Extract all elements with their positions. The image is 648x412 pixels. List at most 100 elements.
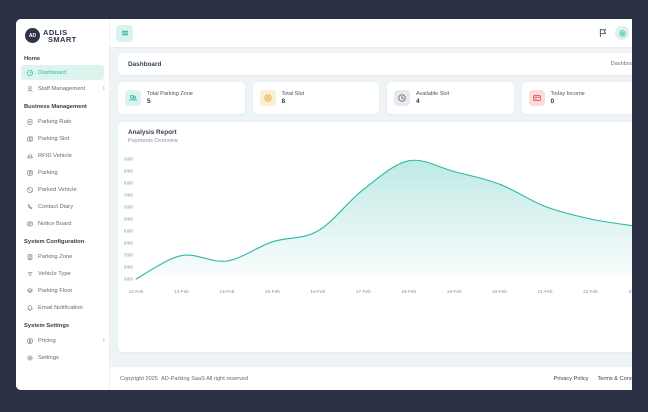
sidebar-item-label: Contact Diary [38,203,74,210]
sidebar-item-parking[interactable]: Parking [16,164,109,181]
svg-text:9000: 9000 [124,229,133,234]
svg-text:15000: 15000 [124,157,133,162]
parking-zone-icon [27,253,33,260]
parked-vehicle-icon [27,186,33,193]
brand-logo-icon: AD [25,28,40,43]
stat-card-total-parking-zone: Total Parking Zone 5 [118,82,245,114]
payments-area-chart: 15000 14000 13000 12000 11000 10000 9000 8000 70… [124,147,642,299]
sidebar-item-parking-slot[interactable]: Parking Slot [16,130,109,147]
sidebar-item-label: Notice Board [38,220,72,227]
vehicle-type-icon [27,271,33,276]
terms-link[interactable]: Terms & Conditions [597,375,647,382]
sidebar-item-label: Parking Slot [38,135,70,142]
contact-diary-icon [27,203,33,209]
stat-card-label: Available Slot [416,90,450,97]
stat-card-label: Today Income [550,90,585,97]
available-slot-icon [394,90,410,106]
screen-edge-overlay [632,0,648,412]
privacy-policy-link[interactable]: Privacy Policy [553,375,589,382]
rfid-vehicle-icon [27,153,33,158]
parking-rate-icon [27,118,33,125]
sidebar-nav: Home Dashboard Staff Management › Business M… [16,49,109,366]
stat-card-value: 4 [416,98,420,106]
flag-icon [599,28,607,38]
sidebar-item-vehicle-type[interactable]: Vehicle Type [16,265,109,282]
brand-logo[interactable]: AD ADLIS SMART [16,26,109,49]
footer-links: Privacy Policy Terms & Conditions [554,376,646,382]
svg-text:12000: 12000 [124,193,133,198]
sidebar-item-label: Parking Zone [38,253,73,260]
svg-text:14000: 14000 [124,169,133,174]
language-flag-button[interactable] [597,27,609,39]
email-notification-icon [27,304,33,311]
page-content: Dashboard Dashboard Total Parking Zone 5 T… [110,48,648,367]
sidebar-item-contact-diary[interactable]: Contact Diary [16,198,109,215]
sidebar-item-label: Dashboard [38,69,67,76]
sidebar-item-label: Settings [38,354,59,361]
sidebar-item-label: Parking [38,169,58,176]
svg-text:17-Feb: 17-Feb [356,289,371,294]
breadcrumb-bar: Dashboard Dashboard [118,53,648,75]
stat-card-value: 8 [281,98,286,106]
today-income-icon [528,90,545,106]
svg-text:18-Feb: 18-Feb [401,289,416,294]
svg-text:20-Feb: 20-Feb [492,289,507,294]
sidebar-item-label: Email Notification [38,304,83,311]
sidebar-item-label: Parking Rate [38,118,72,125]
sidebar-section-system-settings: System Settings [24,323,70,329]
sidebar-item-label: Pricing [38,337,56,344]
dashboard-icon [27,69,33,76]
svg-text:13-Feb: 13-Feb [174,289,189,294]
sidebar-item-parking-rate[interactable]: Parking Rate [16,113,109,130]
sidebar-item-label: Parking Floor [38,287,73,294]
sidebar-item-notice-board[interactable]: Notice Board [16,215,109,232]
svg-text:10000: 10000 [124,217,133,222]
svg-text:15-Feb: 15-Feb [265,289,280,294]
footer: Copyright 2025 AD-Parking SaaS All right… [110,367,648,390]
sidebar-item-rfid-vehicle[interactable]: RFID Vehicle [16,147,109,164]
sidebar-item-staff-management[interactable]: Staff Management › [16,80,109,97]
chevron-right-icon: › [102,337,105,344]
stat-card-available-slot: Available Slot 4 [387,82,514,114]
sidebar-item-label: RFID Vehicle [38,152,72,159]
staff-icon [27,85,33,92]
svg-text:14-Feb: 14-Feb [219,289,234,294]
sidebar-item-pricing[interactable]: Pricing › [16,332,109,349]
sidebar-item-email-notification[interactable]: Email Notification [16,299,109,316]
sidebar-item-label: Vehicle Type [38,270,71,277]
sidebar-item-settings[interactable]: Settings [16,349,109,366]
notice-board-icon [27,220,33,226]
sidebar-item-dashboard[interactable]: Dashboard [21,65,104,80]
stat-card-today-income: Today Income 0 [521,82,648,114]
stat-card-label: Total Parking Zone [147,90,193,97]
sidebar-item-parked-vehicle[interactable]: Parked Vehicle [16,181,109,198]
parking-icon [27,169,33,176]
total-parking-zone-icon [125,90,141,106]
sidebar-item-parking-floor[interactable]: Parking Floor [16,282,109,299]
sidebar-item-label: Parked Vehicle [38,186,77,193]
settings-icon [26,354,34,361]
parking-floor-icon [27,287,33,293]
support-button[interactable] [615,26,629,40]
pricing-icon [27,337,33,344]
copyright-text: Copyright 2025 AD-Parking SaaS All right… [120,375,249,382]
menu-toggle-button[interactable] [116,24,133,42]
total-slot-icon [259,90,276,106]
globe-icon [618,29,626,37]
svg-text:12-Feb: 12-Feb [129,289,144,294]
page-title: Dashboard [128,60,162,68]
app-window: AD ADLIS SMART Home Dashboard Staff Manage… [16,19,648,390]
sidebar-item-label: Staff Management [38,85,86,92]
topbar [110,19,648,48]
chevron-right-icon: › [102,85,105,92]
svg-text:6000: 6000 [124,265,133,270]
breadcrumb: Dashboard [610,61,638,67]
sidebar-item-parking-zone[interactable]: Parking Zone [16,248,109,265]
chart-subtitle: Payments Overview [128,138,178,144]
svg-text:22-Feb: 22-Feb [583,289,598,294]
svg-text:7000: 7000 [124,253,133,258]
stat-card-total-slot: Total Slot 8 [252,82,379,114]
stat-card-value: 5 [147,98,151,106]
sidebar: AD ADLIS SMART Home Dashboard Staff Manage… [16,19,110,390]
sidebar-section-system-configuration: System Configuration [24,239,85,245]
